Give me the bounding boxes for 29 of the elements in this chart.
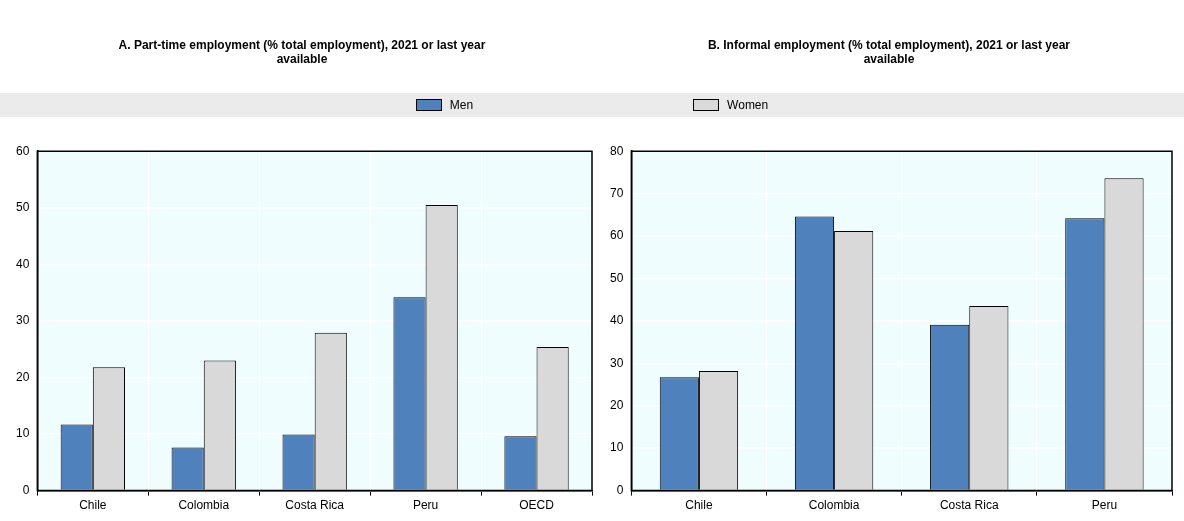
y-tick-label: 40 [15, 256, 30, 271]
y-tick-label: 60 [15, 143, 30, 158]
x-tick-label: Colombia [808, 498, 860, 513]
y-tick-label: 30 [15, 313, 30, 328]
y-tick-label: 30 [609, 355, 624, 370]
y-tick-label: 80 [609, 143, 624, 158]
x-tick-label: Costa Rica [939, 498, 999, 513]
y-tick-label: 50 [609, 270, 624, 285]
y-tick-label: 0 [616, 482, 624, 497]
legend-label: Women [727, 98, 769, 112]
y-tick-label: 10 [15, 426, 30, 441]
x-tick-label: Chile [79, 498, 107, 513]
y-tick-label: 60 [609, 228, 624, 243]
x-tick-label: Peru [412, 498, 439, 513]
y-tick-label: 50 [15, 200, 30, 215]
chart-title: B. Informal employment (% total employment), 2021 or last year available [706, 38, 1072, 66]
y-tick-label: 20 [609, 398, 624, 413]
legend-label: Men [449, 98, 474, 112]
x-tick-label: Costa Rica [285, 498, 345, 513]
chart-title: A. Part-time employment (% total employment), 2021 or last year available [117, 38, 487, 66]
y-tick-label: 70 [609, 185, 624, 200]
x-tick-label: Chile [685, 498, 713, 513]
x-tick-label: Peru [1091, 498, 1118, 513]
y-tick-label: 20 [15, 369, 30, 384]
y-tick-label: 0 [22, 482, 30, 497]
x-tick-label: OECD [519, 498, 555, 513]
y-tick-label: 10 [609, 440, 624, 455]
x-tick-label: Colombia [178, 498, 230, 513]
y-tick-label: 40 [609, 313, 624, 328]
